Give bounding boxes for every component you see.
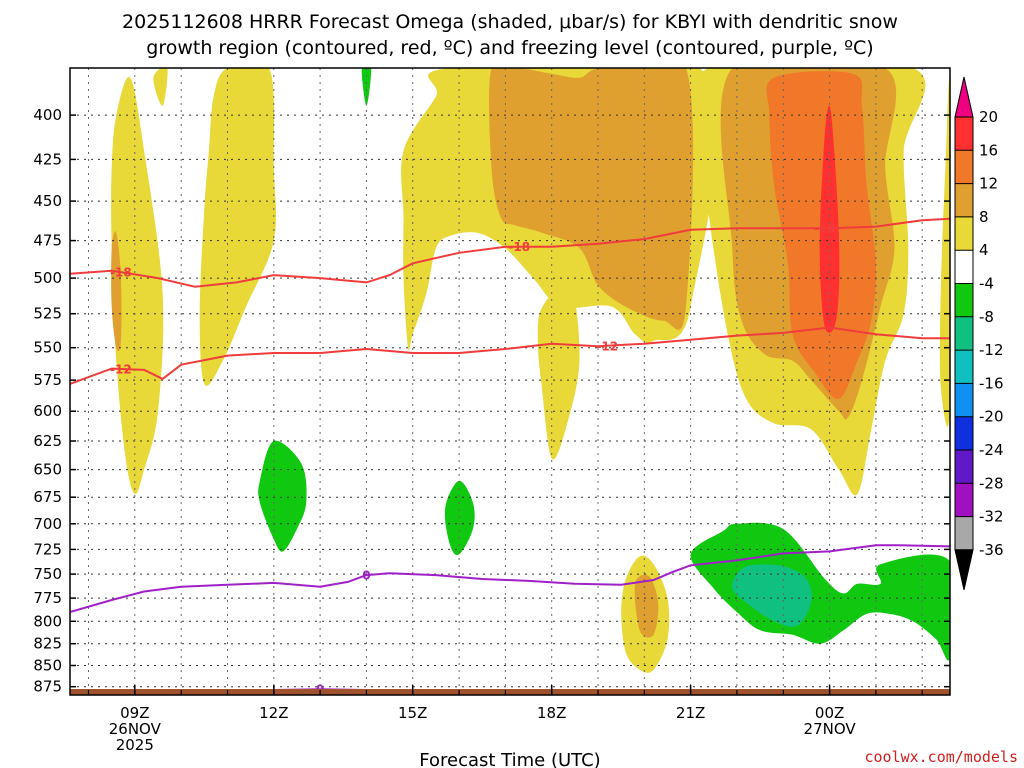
colorbar-label-11: -24 [979, 441, 1004, 459]
pressure-axis: 400 425 450 475 500 525 550 575 600 625 650 675 700 7… [33, 106, 950, 696]
omega-4-8-region-2 [153, 68, 168, 106]
colorbar-swatch-1 [955, 117, 973, 151]
omega-4-8-region-3 [199, 68, 277, 386]
omega-4-8-region-5 [537, 283, 580, 460]
omega-neg-8-12-region-1 [731, 564, 812, 627]
pressure-tick-label-475: 475 [33, 232, 62, 250]
colorbar-swatch-9 [955, 383, 973, 418]
colorbar-label-12: -28 [979, 474, 1004, 492]
plot-area: -18 -18 -18 -12 -12 0 0 [70, 68, 950, 697]
colorbar-label-7: -8 [979, 308, 994, 326]
colorbar-swatch-2 [955, 150, 973, 185]
colorbar-label-4: 8 [979, 208, 989, 226]
colorbar-label-14: -36 [979, 541, 1004, 559]
pressure-tick-label-600: 600 [33, 402, 62, 420]
omega-neg-4-8-region-1 [361, 68, 372, 106]
colorbar-label-8: -12 [979, 341, 1004, 359]
colorbar-label-5: 4 [979, 241, 989, 259]
colorbar-swatch-7 [955, 316, 973, 351]
pressure-tick-label-800: 800 [33, 612, 62, 630]
time-tick-label-24-1: 00Z [815, 704, 844, 722]
pressure-tick-label-500: 500 [33, 269, 62, 287]
colorbar-label-9: -16 [979, 374, 1004, 392]
pressure-tick-label-400: 400 [33, 106, 62, 124]
time-tick-label-21-1: 21Z [676, 704, 705, 722]
chart-title-line-1: 2025112608 HRRR Forecast Omega (shaded, … [122, 11, 898, 33]
colorbar-label-2: 16 [979, 141, 998, 159]
dgz-contour-label-2-2: -12 [596, 339, 618, 353]
colorbar-bottom-arrow [954, 549, 974, 591]
dgz-contour-label-1-2: -18 [508, 240, 530, 254]
x-axis-label: Forecast Time (UTC) [419, 750, 600, 768]
freezing-level-contour-1 [70, 544, 950, 614]
colorbar-top-arrow [954, 76, 974, 118]
pressure-tick-label-575: 575 [33, 371, 62, 389]
time-tick-label-9-2: 26NOV [109, 720, 162, 738]
pressure-tick-label-775: 775 [33, 589, 62, 607]
pressure-tick-label-850: 850 [33, 657, 62, 675]
pressure-tick-label-450: 450 [33, 192, 62, 210]
omega-8-12-region-3 [634, 574, 659, 638]
colorbar-label-3: 12 [979, 175, 998, 193]
colorbar-swatch-10 [955, 416, 973, 451]
chart-title-line-2: growth region (contoured, red, ºC) and f… [146, 37, 873, 59]
colorbar-swatch-8 [955, 350, 973, 384]
pressure-tick-label-625: 625 [33, 432, 62, 450]
omega-4-8-region-1 [111, 76, 164, 495]
time-tick-label-12-1: 12Z [259, 704, 288, 722]
time-tick-label-24-2: 27NOV [804, 720, 857, 738]
omega-8-12-region-2 [489, 68, 694, 330]
colorbar-label-1: 20 [979, 108, 998, 126]
pressure-tick-label-825: 825 [33, 635, 62, 653]
time-tick-label-9-3: 2025 [116, 736, 154, 754]
colorbar-label-6: -4 [979, 275, 994, 293]
pressure-tick-label-875: 875 [33, 678, 62, 696]
colorbar-swatch-12 [955, 483, 973, 518]
dgz-contour-1 [70, 217, 950, 288]
pressure-tick-label-550: 550 [33, 339, 62, 357]
omega-shading-layer [111, 68, 950, 673]
source-credit: coolwx.com/models [864, 748, 1018, 766]
ground-surface-bar [70, 689, 950, 695]
time-tick-label-9-1: 09Z [120, 704, 149, 722]
omega-8-12-region-1 [111, 231, 122, 352]
pressure-tick-label-725: 725 [33, 540, 62, 558]
ground-layer [70, 689, 950, 695]
colorbar-label-10: -20 [979, 408, 1004, 426]
plot-frame [69, 67, 951, 696]
pressure-tick-label-425: 425 [33, 150, 62, 168]
freezing-level-contour-label-1-1: 0 [362, 569, 370, 583]
pressure-tick-label-750: 750 [33, 565, 62, 583]
colorbar-swatch-3 [955, 183, 973, 218]
omega-neg-4-8-region-3 [444, 480, 475, 556]
colorbar-swatch-5 [955, 250, 973, 284]
omega-colorbar: 20 16 12 8 4 -4 -8 -12 -16 -20 -24 -28 -32 -36 [954, 76, 1004, 591]
pressure-tick-label-675: 675 [33, 488, 62, 506]
dgz-contour-label-1-3: -18 [814, 222, 836, 236]
dgz-contour-label-1-1: -18 [110, 266, 132, 280]
colorbar-swatch-11 [955, 450, 973, 484]
colorbar-swatch-6 [955, 283, 973, 318]
colorbar-swatch-13 [955, 516, 973, 551]
pressure-tick-label-525: 525 [33, 305, 62, 323]
omega-16-20-region-1 [819, 105, 840, 333]
freezing-level-contour-label-2-1: 0 [316, 683, 324, 697]
dgz-contour-label-2-1: -12 [110, 363, 132, 377]
time-tick-label-18-1: 18Z [537, 704, 566, 722]
pressure-tick-label-650: 650 [33, 461, 62, 479]
colorbar-swatch-4 [955, 216, 973, 251]
colorbar-label-13: -32 [979, 508, 1004, 526]
dgz-contour-2 [70, 326, 950, 385]
pressure-tick-label-700: 700 [33, 515, 62, 533]
time-tick-label-15-1: 15Z [398, 704, 427, 722]
